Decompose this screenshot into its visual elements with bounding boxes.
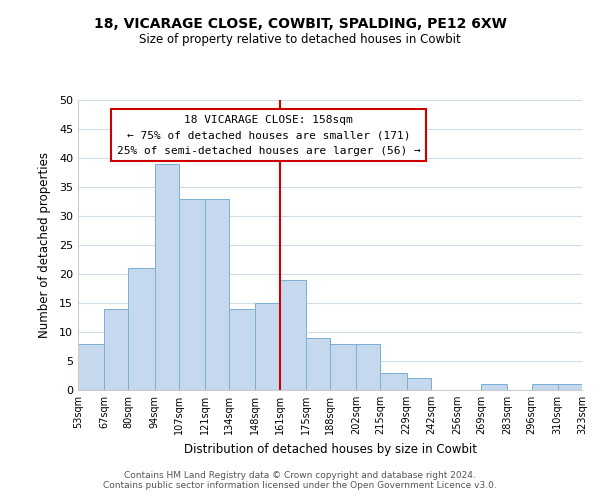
Bar (558, 384, 582, 390)
Text: 18, VICARAGE CLOSE, COWBIT, SPALDING, PE12 6XW: 18, VICARAGE CLOSE, COWBIT, SPALDING, PE… (94, 18, 506, 32)
Text: Size of property relative to detached houses in Cowbit: Size of property relative to detached ho… (139, 32, 461, 46)
Bar (229, 309, 256, 390)
Text: 18 VICARAGE CLOSE: 158sqm
← 75% of detached houses are smaller (171)
25% of semi: 18 VICARAGE CLOSE: 158sqm ← 75% of detac… (116, 114, 420, 156)
Text: Contains public sector information licensed under the Open Government Licence v3: Contains public sector information licen… (103, 481, 497, 490)
Y-axis label: Number of detached properties: Number of detached properties (38, 152, 50, 338)
Bar (380, 372, 407, 390)
Bar (330, 344, 356, 390)
Bar (532, 384, 558, 390)
Text: Contains HM Land Registry data © Crown copyright and database right 2024.: Contains HM Land Registry data © Crown c… (124, 471, 476, 480)
Bar (306, 338, 330, 390)
Bar (128, 268, 155, 390)
Bar (78, 344, 104, 390)
Bar (155, 164, 179, 390)
Bar (407, 378, 431, 390)
Bar (356, 344, 380, 390)
Bar (205, 198, 229, 390)
Bar (256, 303, 280, 390)
Bar (280, 280, 306, 390)
Bar (179, 198, 205, 390)
X-axis label: Distribution of detached houses by size in Cowbit: Distribution of detached houses by size … (184, 442, 476, 456)
Bar (104, 309, 128, 390)
Bar (481, 384, 508, 390)
